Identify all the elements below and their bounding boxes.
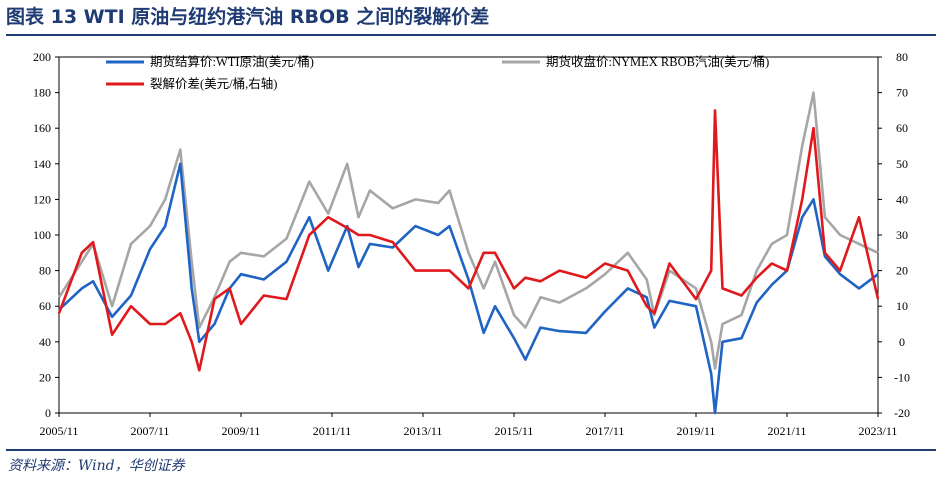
x-tick-label: 2019/11 — [677, 424, 716, 438]
series-line-crack — [57, 109, 880, 372]
right-tick-label: 40 — [896, 192, 908, 206]
left-axis: 0 20 40 60 80 100 120 140 160 180 200 — [33, 50, 59, 420]
series-line-rbob — [57, 91, 879, 370]
left-tick-label: 120 — [33, 192, 51, 206]
right-tick-label: 0 — [899, 335, 905, 349]
right-tick-label: 70 — [896, 86, 908, 100]
left-tick-label: 40 — [39, 335, 51, 349]
left-tick-label: 60 — [39, 299, 51, 313]
source-note: 资料来源：Wind，华创证券 — [8, 458, 185, 474]
right-tick-label: 80 — [896, 50, 908, 64]
source-rule — [6, 449, 936, 451]
left-tick-label: 0 — [45, 406, 51, 420]
right-tick-label: -20 — [894, 406, 910, 420]
x-axis: 2005/11 2007/11 2009/11 2011/11 2013/11 2015/… — [40, 413, 898, 438]
left-tick-label: 100 — [33, 228, 51, 242]
x-tick-label: 2009/11 — [222, 424, 261, 438]
series-layer — [57, 91, 880, 415]
right-tick-label: 20 — [896, 264, 908, 278]
left-tick-label: 140 — [33, 157, 51, 171]
legend: 期货结算价:WTI原油(美元/桶) 期货收盘价:NYMEX RBOB汽油(美元/… — [106, 54, 769, 91]
left-tick-label: 160 — [33, 121, 51, 135]
right-tick-label: 10 — [896, 299, 908, 313]
x-tick-label: 2013/11 — [404, 424, 443, 438]
left-tick-label: 180 — [33, 86, 51, 100]
x-tick-label: 2015/11 — [495, 424, 534, 438]
x-tick-label: 2011/11 — [313, 424, 351, 438]
right-tick-label: -10 — [894, 370, 910, 384]
right-tick-label: 30 — [896, 228, 908, 242]
left-tick-label: 80 — [39, 264, 51, 278]
series-line-wti — [58, 162, 879, 415]
legend-label-wti: 期货结算价:WTI原油(美元/桶) — [150, 54, 314, 69]
x-tick-label: 2017/11 — [586, 424, 625, 438]
x-tick-label: 2021/11 — [768, 424, 807, 438]
plot-frame — [58, 56, 879, 414]
title-rule — [6, 34, 936, 36]
x-tick-label: 2023/11 — [859, 424, 898, 438]
chart-title: 图表 13 WTI 原油与纽约港汽油 RBOB 之间的裂解价差 — [6, 6, 490, 28]
right-tick-label: 60 — [896, 121, 908, 135]
x-tick-label: 2005/11 — [40, 424, 79, 438]
legend-label-rbob: 期货收盘价:NYMEX RBOB汽油(美元/桶) — [546, 54, 769, 69]
legend-label-crack: 裂解价差(美元/桶,右轴) — [150, 76, 277, 91]
right-axis: -20 -10 0 10 20 30 40 50 60 70 80 — [878, 50, 910, 420]
right-tick-label: 50 — [896, 157, 908, 171]
left-tick-label: 20 — [39, 370, 51, 384]
x-tick-label: 2007/11 — [131, 424, 170, 438]
left-tick-label: 200 — [33, 50, 51, 64]
